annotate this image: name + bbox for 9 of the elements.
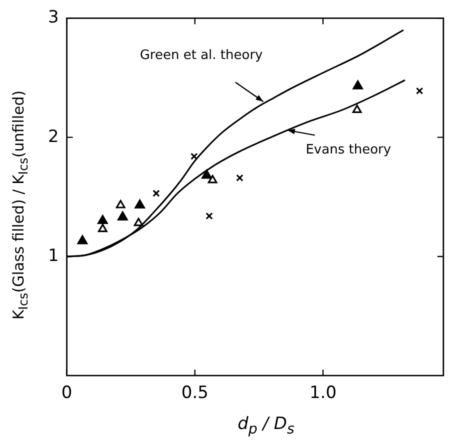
y-tick-label: 3 <box>48 8 59 28</box>
x-tick-label: 0.5 <box>181 383 208 404</box>
x-tick-label: 1.0 <box>309 383 337 404</box>
y-tick-label: 1 <box>48 246 59 266</box>
annotation: Green et al. theory <box>140 48 264 63</box>
x-tick-label: 0 <box>61 383 72 404</box>
y-tick-label: 2 <box>48 126 59 147</box>
annotation: Evans theory <box>306 142 392 158</box>
x-axis-title: d$_{p}$ / D$_{s}$ <box>236 414 296 438</box>
